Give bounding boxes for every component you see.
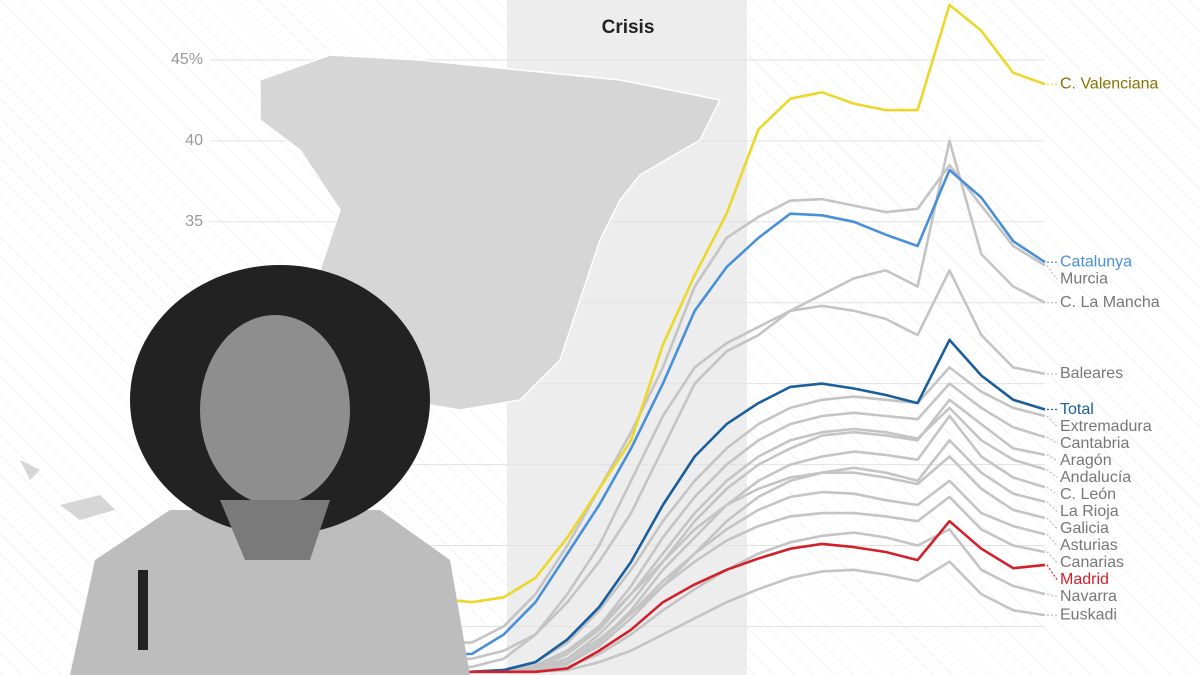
series-line bbox=[440, 479, 1046, 674]
legend-label: Asturias bbox=[1060, 537, 1118, 554]
series-line bbox=[440, 455, 1046, 674]
label-leader bbox=[1046, 415, 1058, 427]
neck bbox=[220, 500, 330, 560]
legend-label: Canarias bbox=[1060, 554, 1124, 571]
label-leader bbox=[1046, 517, 1058, 529]
jacket bbox=[70, 510, 470, 675]
photo bbox=[70, 265, 470, 675]
series-line bbox=[440, 519, 1046, 674]
legend-label: Total bbox=[1060, 401, 1094, 418]
series-line bbox=[440, 268, 1046, 661]
label-leader bbox=[1046, 436, 1058, 445]
face bbox=[200, 315, 350, 505]
legend-label: Navarra bbox=[1060, 588, 1117, 605]
legend-label: Cantabria bbox=[1060, 435, 1129, 452]
microphone bbox=[138, 570, 148, 650]
legend-label: La Rioja bbox=[1060, 503, 1119, 520]
label-leader bbox=[1046, 533, 1058, 546]
legend-label: Euskadi bbox=[1060, 606, 1117, 623]
series-line bbox=[439, 3, 1046, 604]
legend-label: Extremadura bbox=[1060, 418, 1152, 435]
label-leader bbox=[1046, 551, 1058, 563]
legend-label: C. La Mancha bbox=[1060, 294, 1160, 311]
legend-label: Baleares bbox=[1060, 365, 1123, 382]
y-tick-label: 45% bbox=[171, 51, 203, 68]
legend-label: Catalunya bbox=[1060, 253, 1132, 270]
annotation: Crisis bbox=[602, 17, 655, 38]
series-line bbox=[440, 163, 1046, 644]
legend-label: Galicia bbox=[1060, 520, 1109, 537]
map-islands bbox=[20, 460, 115, 520]
y-tick-label: 40 bbox=[185, 132, 203, 149]
legend-label: C. Valenciana bbox=[1060, 75, 1159, 92]
legend-label: Murcia bbox=[1060, 270, 1108, 287]
label-leader bbox=[1046, 593, 1058, 598]
legend-label: Madrid bbox=[1060, 571, 1109, 588]
legend-label: Aragón bbox=[1060, 452, 1112, 469]
label-leader bbox=[1046, 265, 1058, 280]
series-line bbox=[440, 168, 1046, 656]
series-line bbox=[440, 338, 1046, 674]
y-tick-label: 35 bbox=[185, 213, 203, 230]
label-leader bbox=[1046, 564, 1058, 580]
label-leader bbox=[1046, 454, 1058, 462]
legend-label: Andalucía bbox=[1060, 469, 1131, 486]
series-line bbox=[440, 495, 1046, 674]
legend-label: C. León bbox=[1060, 486, 1116, 503]
